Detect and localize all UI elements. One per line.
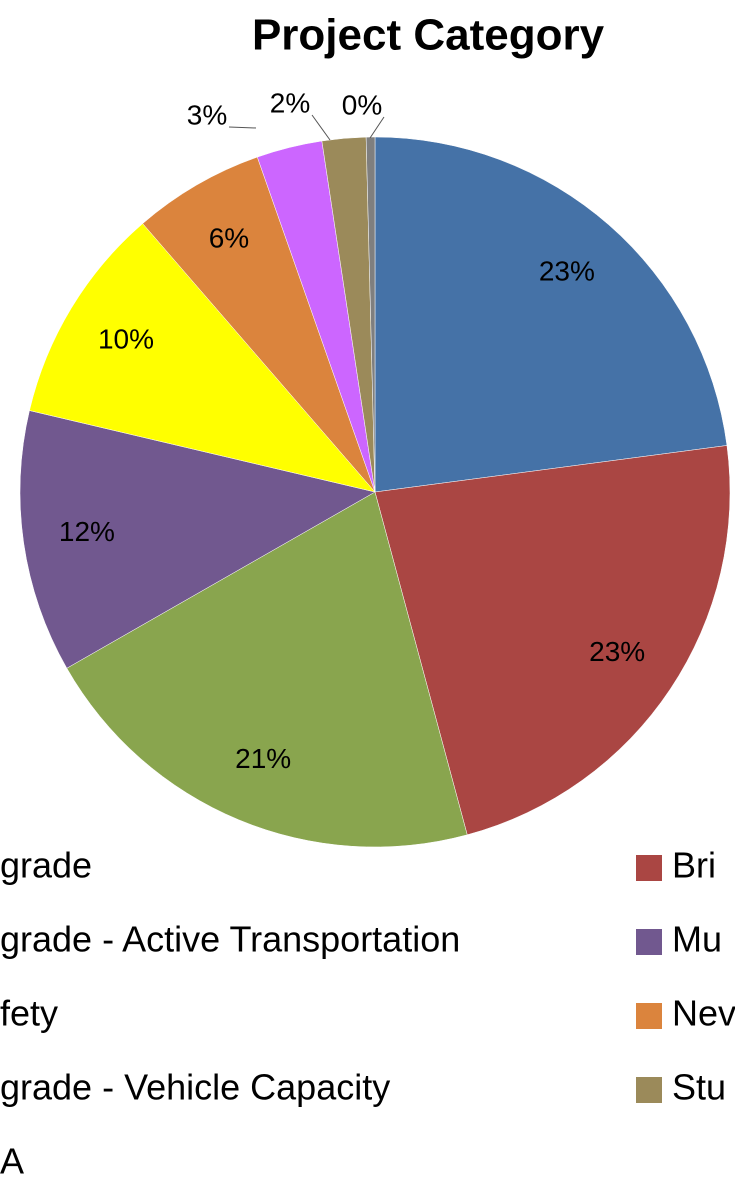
pie-slice	[66, 491, 468, 848]
legend-label: Bri	[672, 845, 716, 886]
legend-swatch	[636, 1077, 662, 1103]
chart-title: Project Category	[252, 11, 605, 60]
legend-label: grade - Active Transportation	[0, 919, 460, 960]
legend-label: grade	[0, 845, 92, 886]
leader-line	[311, 114, 331, 141]
pie-slice	[19, 410, 376, 669]
leader-line	[228, 126, 257, 129]
legend-label: Nev	[672, 993, 735, 1034]
data-label: 0%	[342, 89, 382, 120]
data-label: 10%	[98, 324, 154, 355]
legend-label: grade - Vehicle Capacity	[0, 1067, 390, 1108]
data-label: 21%	[235, 743, 291, 774]
pie-slice	[142, 156, 376, 493]
data-label: 23%	[539, 255, 595, 286]
pie-slice	[374, 445, 731, 836]
data-label: 12%	[59, 516, 115, 547]
legend-label: Mu	[672, 919, 722, 960]
data-label: 6%	[209, 223, 249, 254]
pie-slice	[374, 136, 728, 493]
legend-swatch	[636, 929, 662, 955]
data-label: 3%	[187, 99, 227, 130]
legend-swatch	[636, 855, 662, 881]
legend-swatch	[636, 1003, 662, 1029]
legend-label: fety	[0, 993, 58, 1034]
data-label: 2%	[270, 87, 310, 118]
legend-label: Stu	[672, 1067, 726, 1108]
pie-slice	[29, 223, 376, 493]
leader-line	[369, 116, 385, 139]
data-label: 23%	[589, 636, 645, 667]
legend-label: A	[0, 1141, 24, 1182]
